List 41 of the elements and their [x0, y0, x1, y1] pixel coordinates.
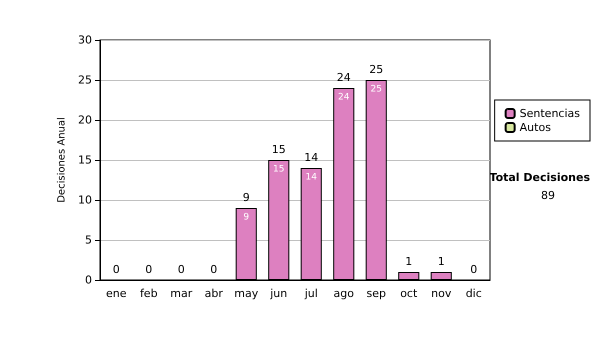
x-tick-label: oct — [400, 287, 418, 300]
x-tick-label: mar — [170, 287, 193, 300]
y-tick-label: 5 — [85, 234, 92, 246]
y-tick-label: 15 — [78, 154, 92, 166]
x-tick-label: ago — [334, 287, 354, 300]
y-tick-label: 10 — [78, 194, 92, 206]
total-label: 0 — [145, 263, 152, 276]
total-label: 14 — [304, 151, 318, 164]
data-label: 9 — [243, 212, 250, 222]
y-axis-title: Decisiones Anual — [56, 117, 68, 203]
x-tick-label: nov — [431, 287, 452, 300]
total-label: 24 — [336, 71, 351, 84]
x-tick-label: jun — [269, 287, 288, 300]
total-label: 1 — [438, 255, 445, 268]
total-label: 0 — [112, 263, 120, 276]
y-tick-label: 25 — [78, 74, 92, 86]
data-label: 14 — [306, 172, 318, 182]
legend-label: Sentencias — [520, 107, 580, 120]
x-tick-label: ene — [106, 287, 127, 300]
total-label: 0 — [210, 263, 218, 276]
x-tick-label: dic — [466, 287, 482, 300]
data-label: 25 — [370, 84, 382, 94]
text: 89 — [541, 189, 556, 202]
x-tick-label: feb — [140, 287, 158, 300]
total-label: 0 — [178, 263, 185, 276]
total-label: 0 — [470, 263, 478, 276]
legend-label: Autos — [520, 121, 552, 134]
y-tick-label: 20 — [78, 114, 92, 126]
x-tick-label: abr — [204, 287, 224, 300]
total-label: 25 — [369, 63, 384, 76]
y-tick-label: 0 — [85, 274, 92, 286]
total-label: 1 — [405, 255, 412, 268]
total-label: 15 — [272, 143, 286, 156]
data-label: 15 — [273, 164, 284, 174]
x-tick-label: jul — [304, 287, 318, 300]
x-tick-label: may — [234, 287, 259, 300]
total-label: 9 — [242, 191, 250, 204]
annotation: Total Decisiones — [490, 171, 590, 184]
y-tick-label: 30 — [78, 34, 92, 46]
data-label: 24 — [338, 92, 350, 102]
x-tick-label: sep — [366, 287, 386, 300]
